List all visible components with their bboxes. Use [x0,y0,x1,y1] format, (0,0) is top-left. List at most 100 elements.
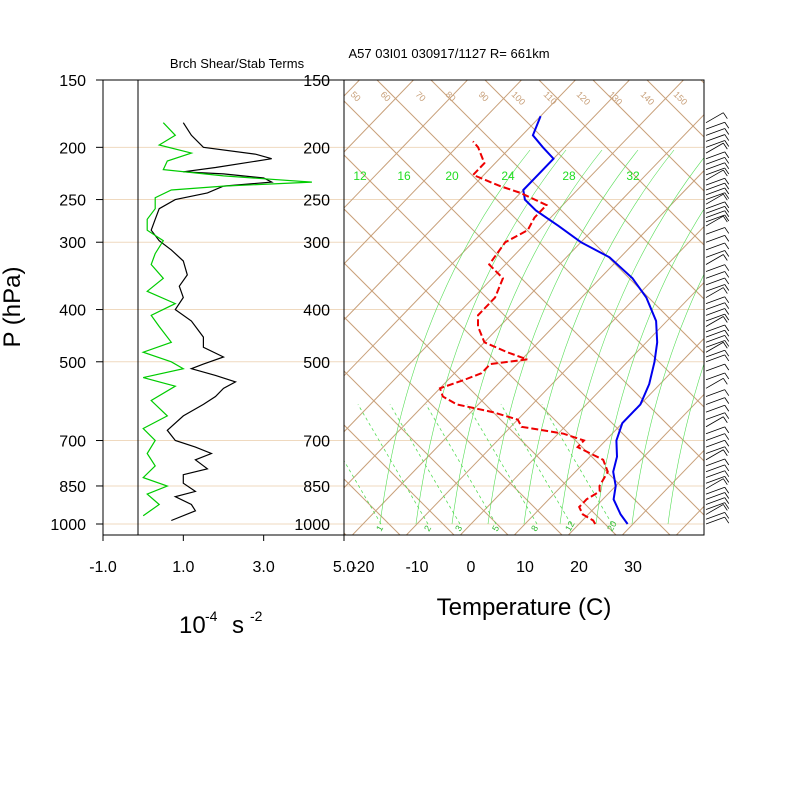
wind-barb-staff [705,210,725,218]
left-series-group [141,122,312,522]
mixing-ratio-line [425,404,497,525]
moist-adiabat-line [451,149,603,525]
isotherm-line [513,337,704,535]
wind-barb-staff [705,287,724,298]
mixing-ratio-line [344,460,382,525]
wind-barb-staff [705,193,724,205]
wind-barb-flag [724,397,730,404]
left-panel: Brch Shear/Stab Terms 150 200 250 300 400 500… [0,56,355,639]
wind-barb-flag [724,313,730,321]
wind-barb-staff [705,377,724,389]
isotherms [0,64,800,536]
dewpoint-line [438,140,609,525]
right-y-tick-label: 400 [303,303,330,320]
right-x-tick-label: 0 [467,559,476,576]
isotherm-line [344,80,415,153]
wind-barb-staff [705,478,724,490]
wind-barb-flag [722,193,728,201]
wind-barb-flag [724,405,730,412]
right-series-group [438,115,659,525]
wind-barb-staff [705,142,724,154]
wind-barb-flag [722,254,728,261]
wind-barb-staff [705,397,725,405]
wind-barb-staff [705,449,724,461]
wind-barb-flag [722,478,728,485]
wind-barb-flag [724,250,730,257]
right-y-tick-label: 700 [303,434,330,451]
dry-adiabat-line [344,370,509,535]
isotherm-line [344,80,523,265]
right-x-tick-label: -10 [405,559,428,576]
wind-barb-flag [724,178,730,185]
wind-barb-flag [724,324,730,332]
wind-barb-flag [724,502,730,509]
dry-adiabat-label: 130 [607,89,625,107]
wind-barb-staff [705,492,725,500]
wind-barb-flag [724,201,730,209]
wind-barb-flag [724,182,730,190]
wind-barb-staff [705,324,725,333]
moist-adiabat-line [379,149,531,525]
moist-adiabat-line [595,208,704,525]
wind-barb-flag [724,458,730,466]
dry-adiabat-label: 100 [510,89,528,107]
wind-barb-flag [724,426,730,434]
wind-barb-staff [705,215,724,227]
wind-barb-staff [705,177,725,186]
wind-barb-flag [722,504,728,511]
wind-barb-staff [705,227,725,235]
wind-barb-staff [705,250,725,258]
left-series-line-green [141,122,312,517]
wind-barb-flag [722,169,728,177]
isotherm-line [351,169,704,535]
moist-adiabat-line [631,273,704,525]
dry-adiabat-label: 80 [444,89,458,103]
dry-adiabat-label: 60 [379,89,393,103]
isotherm-line [730,64,800,536]
isotherm-line [344,80,577,321]
wind-barb-staff [705,128,725,136]
wind-barb-flag [724,187,730,195]
dry-adiabat-label: 120 [575,89,593,107]
mixing-ratio-bottom-label: 3 [453,524,464,533]
wind-barb-flag [722,112,728,119]
wind-barb-staff [705,162,725,171]
isotherm-line [0,64,321,536]
dry-adiabat-label: 50 [349,89,363,103]
wind-barb-flag [724,296,730,304]
left-y-tick-labels: 150 200 250 300 400 500 700 850 1000 [50,73,103,534]
mixing-ratio-lines [344,149,704,525]
wind-barb-flag [724,354,730,362]
mixing-ratio-line [357,404,429,525]
wind-barbs [705,112,730,525]
wind-barb-staff [705,433,725,441]
mixing-ratio-bottom-label: 1 [374,524,385,533]
right-y-tick-label: 200 [303,140,330,157]
wind-barb-flag [724,206,730,213]
wind-barb-flag [724,122,730,129]
mixing-ratio-line [466,404,538,525]
isotherm-line [621,449,704,535]
isotherm-line [0,64,267,536]
left-x-tick-label: 1.0 [172,559,194,576]
dry-adiabats [344,80,704,535]
mixing-ratio-top-label: 32 [626,169,640,183]
left-series-line-black [150,122,274,522]
wind-barb-flag [724,335,730,342]
wind-barb-flag [722,342,728,349]
wind-barb-flag [724,330,730,337]
isotherm-line [344,80,685,433]
dry-adiabat-line [430,80,704,354]
mixing-ratio-line [389,404,461,525]
temperature-line [522,115,659,525]
isotherm-line [344,80,631,377]
wind-barb-staff [705,446,725,454]
wind-barb-flag [724,372,730,380]
wind-barb-staff [705,182,725,191]
dry-adiabat-line [376,80,704,408]
wind-barb-staff [705,192,725,200]
right-y-tick-label: 150 [303,73,330,90]
wind-barb-staff [705,157,725,165]
mixing-ratio-line [541,404,613,525]
wind-barb-flag [724,440,730,447]
